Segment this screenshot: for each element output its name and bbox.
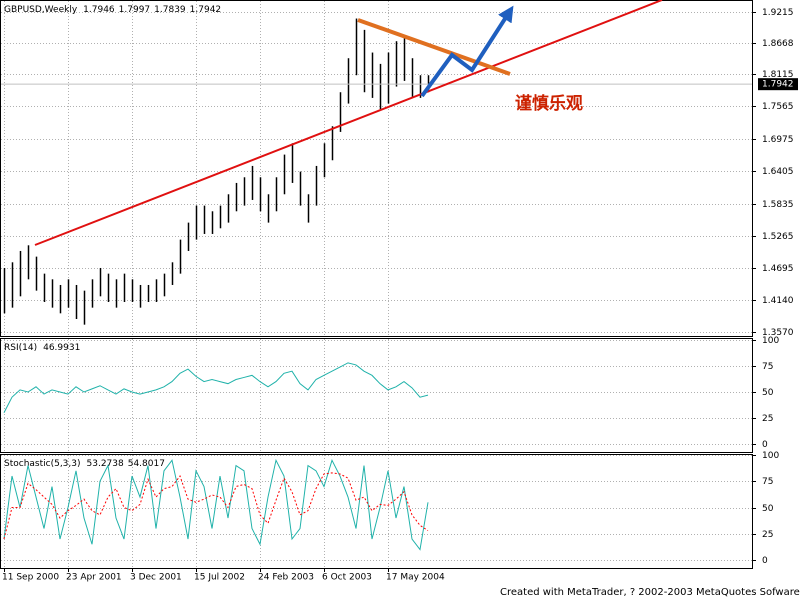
pane bbox=[0, 0, 753, 337]
y-tick-label: 100 bbox=[762, 451, 779, 461]
plot-layer: 1.9215 1.8668 1.8115 1.7565 1.6975 1.6405 1.58… bbox=[0, 0, 798, 583]
x-tick-label: 6 Oct 2003 bbox=[322, 573, 372, 583]
last-price-label: 1.7942 bbox=[762, 80, 794, 90]
forecast-arrow bbox=[420, 5, 514, 98]
y-tick-label: 75 bbox=[762, 362, 773, 372]
x-tick-label: 3 Dec 2001 bbox=[130, 573, 182, 583]
pane-header: RSI(14) 46.9931 bbox=[4, 343, 80, 353]
y-tick-label: 1.8668 bbox=[762, 39, 794, 49]
y-tick-label: 1.6405 bbox=[762, 167, 794, 177]
y-tick-label: 50 bbox=[762, 504, 774, 514]
pane-header: GBPUSD,Weekly 1.7946 1.7997 1.7839 1.7942 bbox=[4, 5, 221, 15]
annotation: 谨慎乐观 bbox=[515, 93, 583, 114]
trend-line bbox=[34, 0, 663, 246]
pane-title: Stochastic(5,3,3) bbox=[4, 459, 81, 469]
y-tick-label: 1.9215 bbox=[762, 8, 794, 18]
y-tick-label: 100 bbox=[762, 336, 779, 346]
header-value: 53.2738 bbox=[87, 459, 124, 469]
pane bbox=[0, 454, 753, 569]
y-tick-label: 1.4695 bbox=[762, 264, 794, 274]
indicator-line bbox=[3, 362, 429, 414]
y-tick-label: 1.4140 bbox=[762, 296, 794, 306]
header-value: 46.9931 bbox=[43, 343, 80, 353]
pane-title: GBPUSD,Weekly bbox=[4, 5, 78, 15]
header-value: 1.7946 bbox=[83, 5, 115, 15]
pane-header: Stochastic(5,3,3) 53.2738 54.8017 bbox=[4, 459, 165, 469]
y-tick-label: 0 bbox=[762, 440, 768, 450]
y-tick-label: 25 bbox=[762, 530, 773, 540]
indicator-line bbox=[3, 472, 429, 540]
y-tick-label: 1.5835 bbox=[762, 200, 794, 210]
y-tick-label: 1.7565 bbox=[762, 102, 794, 112]
y-tick-label: 75 bbox=[762, 477, 773, 487]
y-tick-label: 1.5265 bbox=[762, 232, 794, 242]
header-value: 54.8017 bbox=[128, 459, 165, 469]
x-tick-label: 17 May 2004 bbox=[386, 573, 445, 583]
y-tick-label: 1.6975 bbox=[762, 135, 794, 145]
x-tick-label: 23 Apr 2001 bbox=[66, 573, 122, 583]
last-price-box bbox=[758, 78, 798, 91]
y-tick-label: 0 bbox=[762, 556, 768, 566]
pane bbox=[0, 338, 753, 453]
footer: Created with MetaTrader, ? 2002-2003 Met… bbox=[500, 587, 800, 598]
y-tick-label: 25 bbox=[762, 414, 773, 424]
indicator-line bbox=[3, 458, 429, 551]
y-tick-label: 1.3570 bbox=[762, 328, 794, 338]
x-tick-label: 24 Feb 2003 bbox=[258, 573, 314, 583]
y-tick-label: 50 bbox=[762, 388, 774, 398]
x-tick-label: 15 Jul 2002 bbox=[194, 573, 245, 583]
header-value: 1.7839 bbox=[154, 5, 186, 15]
y-tick-label: 1.8115 bbox=[762, 70, 794, 80]
x-tick-label: 11 Sep 2000 bbox=[2, 573, 59, 583]
resistance-line bbox=[357, 18, 511, 76]
header-value: 1.7942 bbox=[190, 5, 222, 15]
header-value: 1.7997 bbox=[119, 5, 151, 15]
pane-title: RSI(14) bbox=[4, 343, 37, 353]
